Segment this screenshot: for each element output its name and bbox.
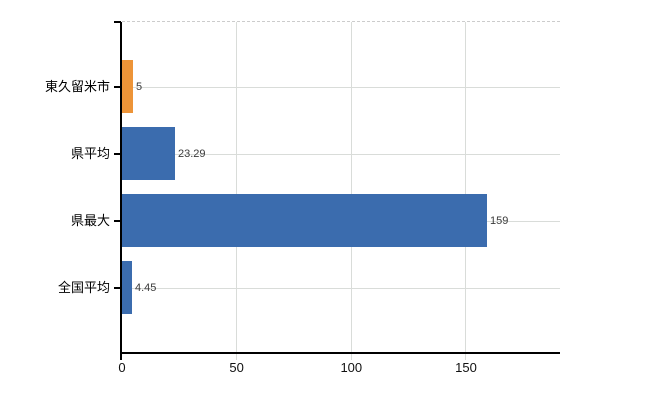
value-label: 23.29 <box>178 148 206 160</box>
gridline-vertical <box>465 22 467 352</box>
value-label: 159 <box>490 215 509 227</box>
gridline-vertical <box>236 22 238 352</box>
x-axis-tick <box>120 354 122 360</box>
y-axis-tick <box>114 153 121 155</box>
bar <box>122 127 175 180</box>
x-axis-tick <box>350 354 352 360</box>
category-label: 全国平均 <box>57 280 110 295</box>
gridline-vertical <box>350 22 352 352</box>
y-axis-line <box>120 22 122 354</box>
x-axis-tick <box>236 354 238 360</box>
y-axis-tick <box>114 86 121 88</box>
value-label: 4.45 <box>135 282 157 294</box>
x-tick-label: 150 <box>455 360 477 375</box>
x-axis-line <box>120 352 560 354</box>
value-label: 5 <box>136 81 143 93</box>
gridline-horizontal <box>122 154 560 155</box>
y-axis-tick <box>114 287 121 289</box>
y-axis-tick <box>114 220 121 222</box>
category-label: 県平均 <box>70 146 110 161</box>
bar <box>122 261 132 314</box>
category-label: 県最大 <box>70 213 110 228</box>
x-tick-label: 50 <box>229 360 244 375</box>
bar <box>122 194 487 247</box>
plot-top-border <box>122 21 560 22</box>
x-tick-label: 0 <box>118 360 126 375</box>
category-label: 東久留米市 <box>44 79 110 94</box>
y-axis-tick <box>114 21 121 23</box>
x-axis-tick <box>465 354 467 360</box>
gridline-horizontal <box>122 87 560 88</box>
x-tick-label: 100 <box>340 360 363 375</box>
gridline-horizontal <box>122 288 560 289</box>
bar <box>122 60 133 113</box>
